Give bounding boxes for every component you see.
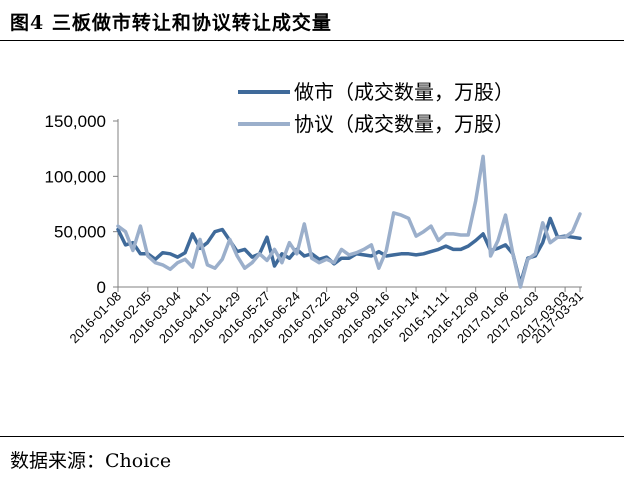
figure-title: 图4 三板做市转让和协议转让成交量 xyxy=(10,12,332,34)
data-source: 数据来源：Choice xyxy=(10,450,172,472)
y-tick-label: 50,000 xyxy=(54,223,106,242)
series-line-1 xyxy=(116,216,582,286)
y-tick-label: 150,000 xyxy=(45,112,106,131)
bottom-rule xyxy=(0,436,624,437)
top-rule xyxy=(0,40,624,41)
series-line-2 xyxy=(116,154,582,289)
y-tick-label: 100,000 xyxy=(45,167,106,186)
legend-label-1: 做市（成交数量，万股） xyxy=(294,80,514,104)
legend-label-2: 协议（成交数量，万股） xyxy=(294,112,514,136)
y-tick-labels: 0 50,000 100,000 150,000 xyxy=(45,112,106,297)
chart-axes xyxy=(113,119,582,292)
x-tick-labels: 2016-01-082016-02-052016-03-042016-04-01… xyxy=(66,289,586,347)
series-lines xyxy=(116,154,582,289)
y-tick-label: 0 xyxy=(97,278,106,297)
legend: 做市（成交数量，万股） 协议（成交数量，万股） xyxy=(238,80,514,136)
line-chart: 0 50,000 100,000 150,000 2016-01-082016-02-… xyxy=(45,80,587,347)
